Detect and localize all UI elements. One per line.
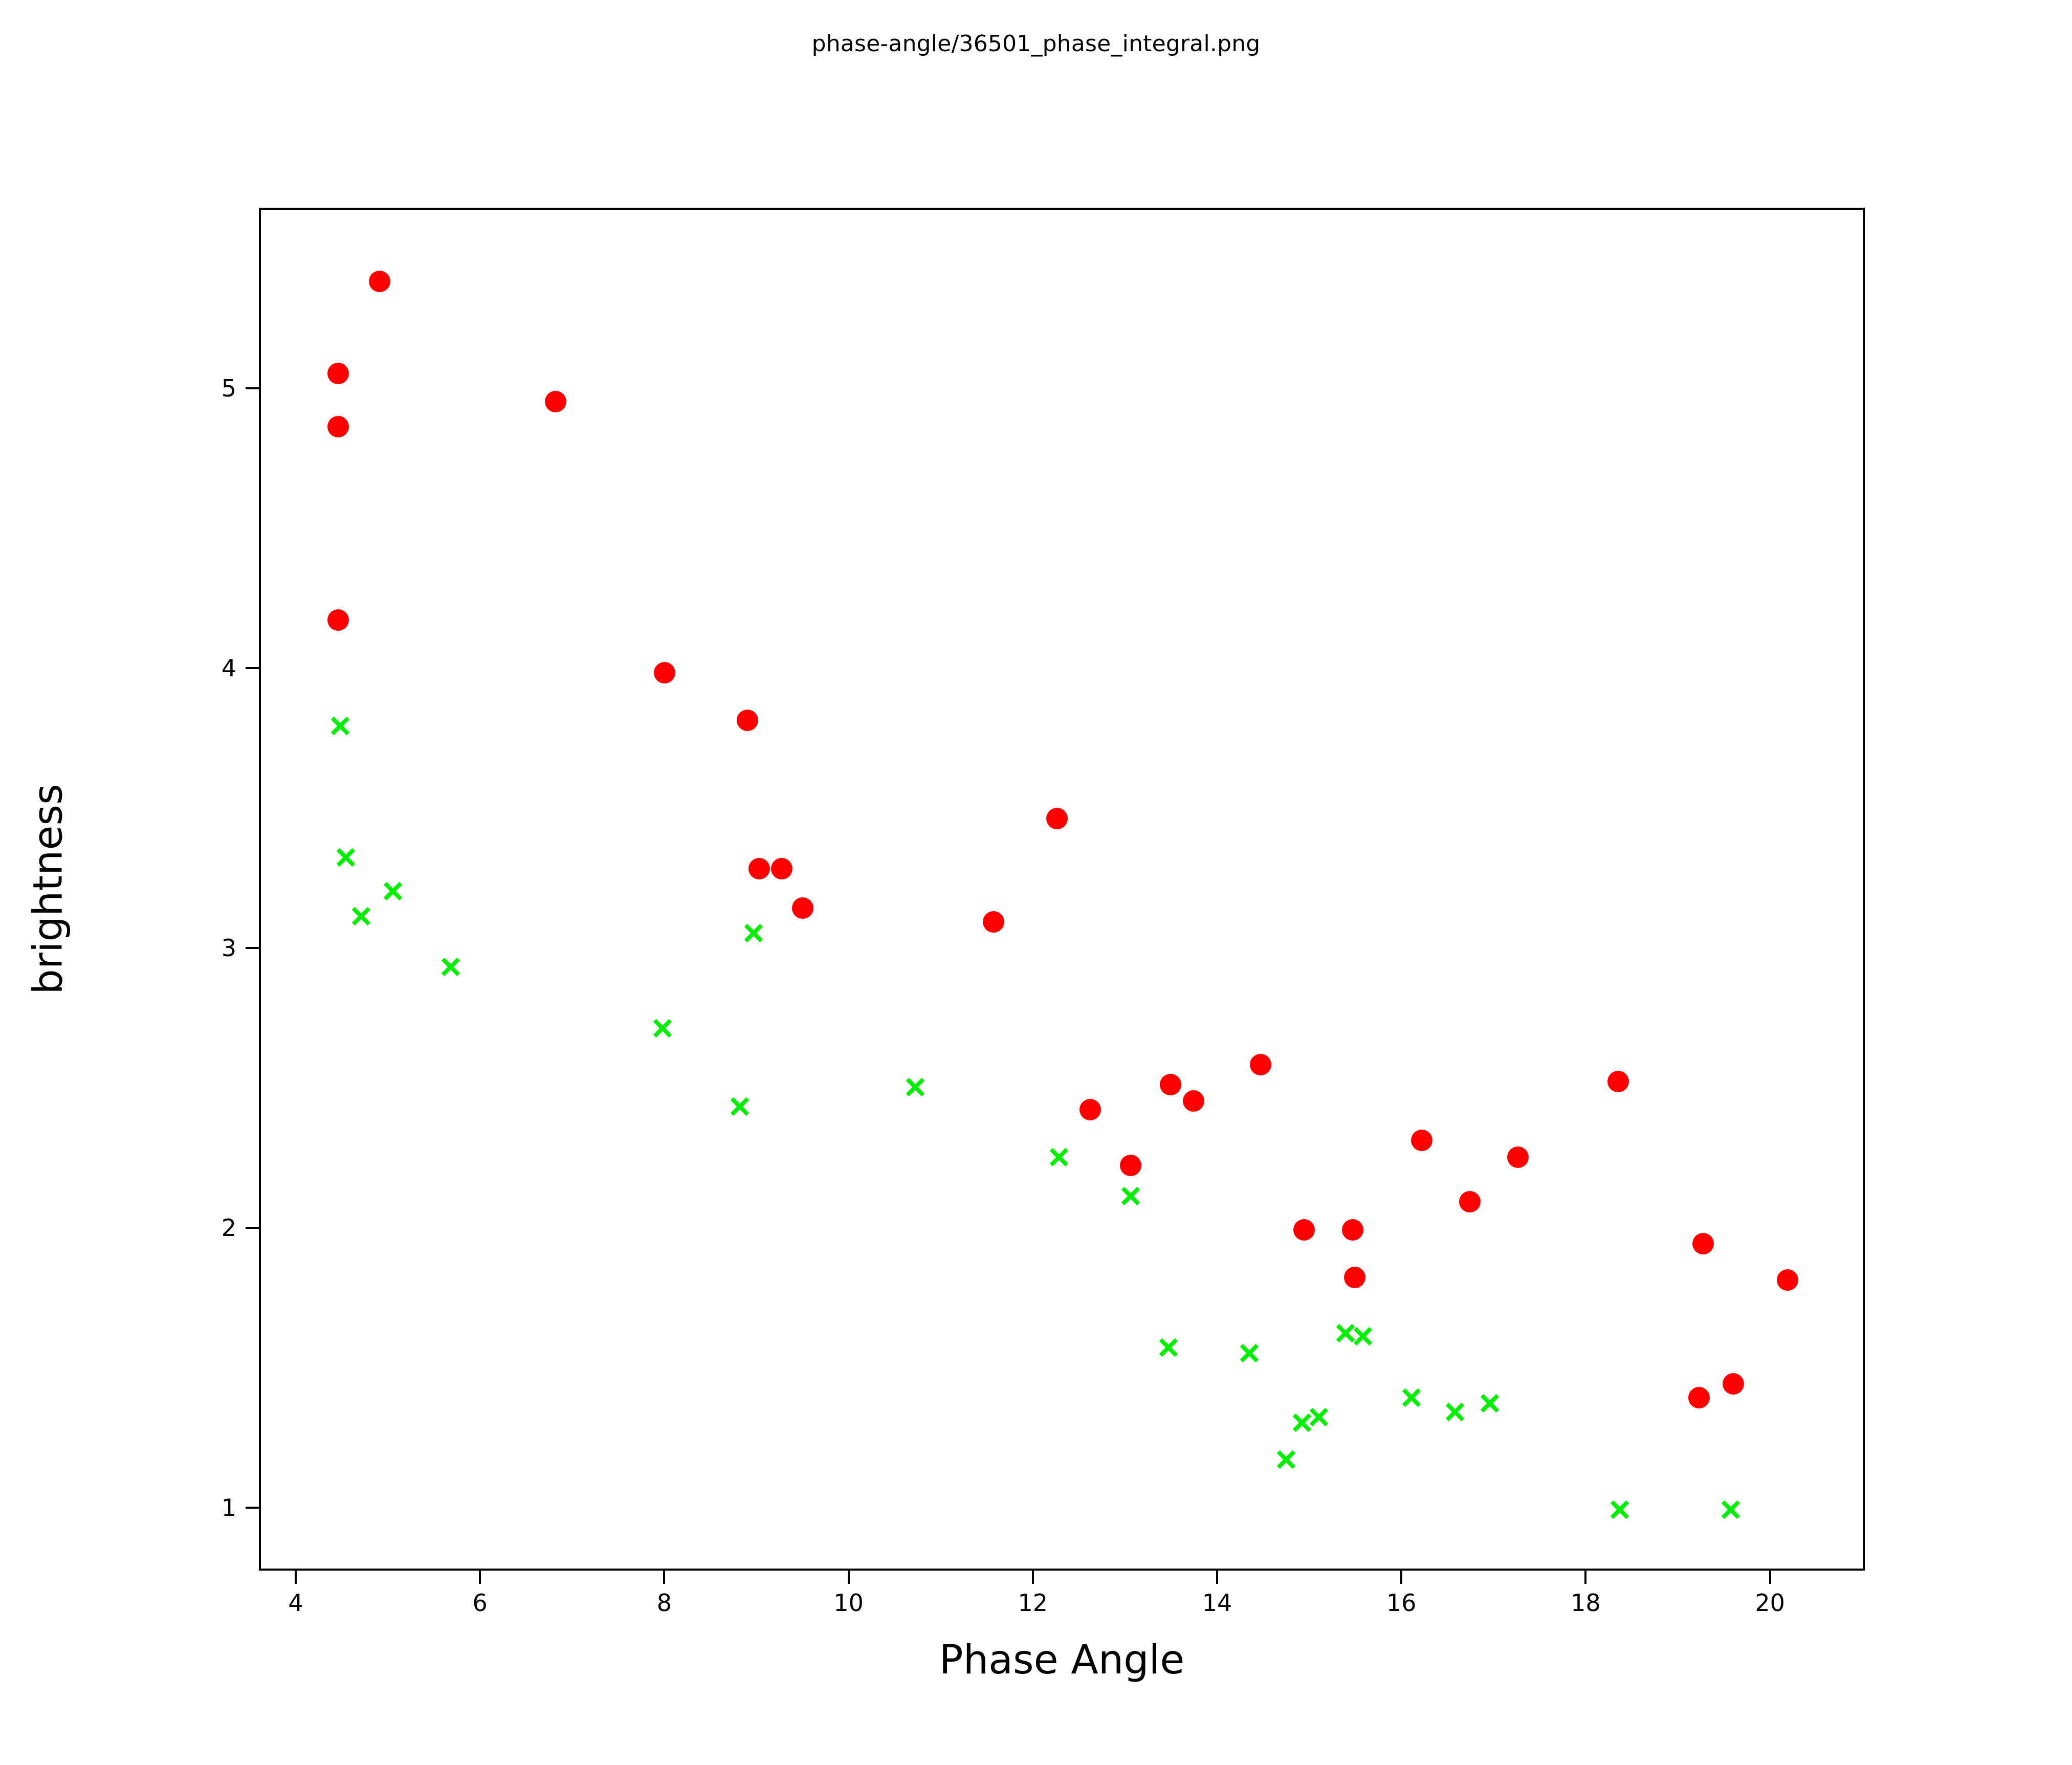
data-point-circle — [1342, 1219, 1364, 1241]
y-axis-tick-label: 3 — [221, 934, 236, 962]
data-point-circle — [791, 897, 813, 919]
y-axis-tick — [246, 1227, 259, 1229]
data-point-circle — [327, 416, 349, 438]
data-point-cross — [1443, 1400, 1467, 1424]
data-point-circle — [982, 911, 1004, 933]
data-point-circle — [1250, 1054, 1272, 1076]
x-axis-tick-label: 4 — [288, 1589, 303, 1617]
data-point-circle — [1120, 1155, 1142, 1177]
x-axis-tick-label: 16 — [1386, 1589, 1417, 1617]
y-axis-label-wrapper: brightness — [0, 208, 153, 1571]
data-point-circle — [1459, 1191, 1481, 1213]
data-point-cross — [1119, 1184, 1142, 1208]
y-axis-tick — [246, 387, 259, 389]
y-axis-tick-label: 2 — [221, 1214, 236, 1242]
y-axis-tick-label: 1 — [221, 1494, 236, 1521]
data-point-circle — [1722, 1373, 1744, 1395]
data-point-circle — [1293, 1219, 1315, 1241]
data-point-cross — [1047, 1145, 1071, 1169]
data-point-cross — [1719, 1498, 1743, 1521]
data-point-cross — [1608, 1498, 1632, 1521]
data-point-cross — [328, 714, 352, 738]
data-point-cross — [334, 846, 358, 869]
data-point-circle — [748, 858, 770, 880]
data-point-circle — [1411, 1129, 1433, 1151]
data-point-circle — [369, 270, 391, 292]
data-point-circle — [1688, 1387, 1710, 1409]
scatter-plot-area — [261, 210, 1863, 1569]
x-axis-tick-label: 20 — [1755, 1589, 1785, 1617]
y-axis-label: brightness — [25, 784, 72, 995]
data-point-cross — [1478, 1392, 1502, 1415]
y-axis-tick — [246, 947, 259, 949]
data-point-cross — [1400, 1386, 1423, 1409]
data-point-circle — [327, 363, 349, 385]
x-axis-tick — [663, 1571, 666, 1584]
x-axis-tick — [1584, 1571, 1587, 1584]
data-point-cross — [349, 904, 373, 928]
data-point-circle — [327, 609, 349, 631]
data-point-circle — [545, 390, 567, 412]
data-point-cross — [1334, 1321, 1357, 1345]
data-point-cross — [1238, 1341, 1261, 1365]
data-point-cross — [903, 1075, 927, 1099]
data-point-cross — [742, 921, 765, 945]
x-axis-tick-label: 14 — [1202, 1589, 1232, 1617]
data-point-circle — [1182, 1090, 1204, 1112]
x-axis-tick-label: 10 — [833, 1589, 864, 1617]
x-axis-tick — [847, 1571, 850, 1584]
data-point-cross — [728, 1095, 752, 1118]
data-point-cross — [381, 879, 405, 903]
y-axis-tick-label: 5 — [221, 374, 236, 402]
data-point-circle — [770, 858, 792, 880]
data-point-circle — [1046, 807, 1068, 829]
y-axis-tick — [246, 667, 259, 669]
x-axis-tick-label: 6 — [472, 1589, 488, 1617]
data-point-circle — [653, 662, 675, 684]
data-point-cross — [1157, 1336, 1180, 1359]
data-point-cross — [1290, 1411, 1314, 1435]
x-axis-tick — [1400, 1571, 1403, 1584]
data-point-circle — [1507, 1146, 1529, 1168]
y-axis-tick-label: 4 — [221, 654, 236, 682]
data-point-circle — [1343, 1266, 1365, 1288]
data-point-circle — [1692, 1233, 1714, 1255]
x-axis-tick — [479, 1571, 481, 1584]
data-point-cross — [651, 1017, 674, 1040]
data-point-cross — [1274, 1448, 1298, 1471]
data-point-cross — [1307, 1405, 1331, 1429]
data-point-cross — [1351, 1325, 1375, 1348]
x-axis-tick-label: 12 — [1018, 1589, 1048, 1617]
data-point-circle — [1777, 1269, 1799, 1291]
x-axis-tick — [1031, 1571, 1034, 1584]
figure-title: phase-angle/36501_phase_integral.png — [811, 31, 1261, 57]
data-point-circle — [1159, 1073, 1181, 1095]
plot-axes-frame — [259, 208, 1865, 1571]
x-axis-tick-label: 8 — [656, 1589, 672, 1617]
x-axis-tick-label: 18 — [1571, 1589, 1601, 1617]
x-axis-tick — [1216, 1571, 1218, 1584]
data-point-circle — [1079, 1098, 1101, 1120]
data-point-circle — [1607, 1071, 1629, 1093]
x-axis-tick — [295, 1571, 297, 1584]
x-axis-label: Phase Angle — [939, 1637, 1185, 1683]
data-point-cross — [439, 955, 462, 979]
data-point-circle — [736, 710, 758, 732]
x-axis-tick — [1769, 1571, 1771, 1584]
y-axis-tick — [246, 1507, 259, 1509]
